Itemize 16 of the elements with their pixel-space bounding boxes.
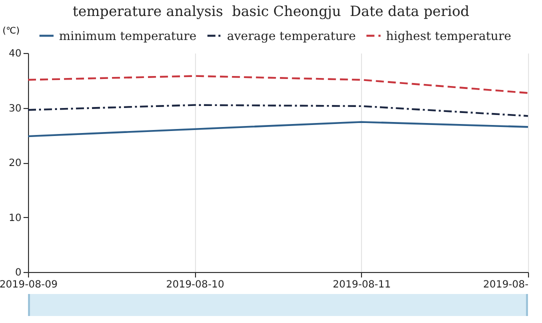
chart-title: temperature analysis basic Cheongju Date data period (72, 4, 470, 20)
legend-label: average temperature (227, 28, 356, 43)
x-tick-label: 2019-08-10 (166, 280, 224, 290)
x-tick-label: 2019-08-09 (0, 280, 58, 290)
y-tick-label: 0 (15, 268, 22, 278)
line-series (27, 121, 529, 138)
y-tick-label: 10 (8, 212, 22, 224)
line-series (27, 104, 529, 117)
y-tick-label: 40 (8, 48, 22, 60)
legend-label: minimum temperature (59, 28, 196, 43)
y-tick-label: 20 (8, 158, 22, 169)
x-tick-label: 2019-08- (483, 280, 529, 290)
x-tick-label: 2019-08-11 (332, 280, 391, 290)
y-axis-title: (℃) (2, 26, 20, 36)
y-tick-label: 30 (8, 103, 22, 114)
legend-label: highest temperature (386, 28, 512, 43)
